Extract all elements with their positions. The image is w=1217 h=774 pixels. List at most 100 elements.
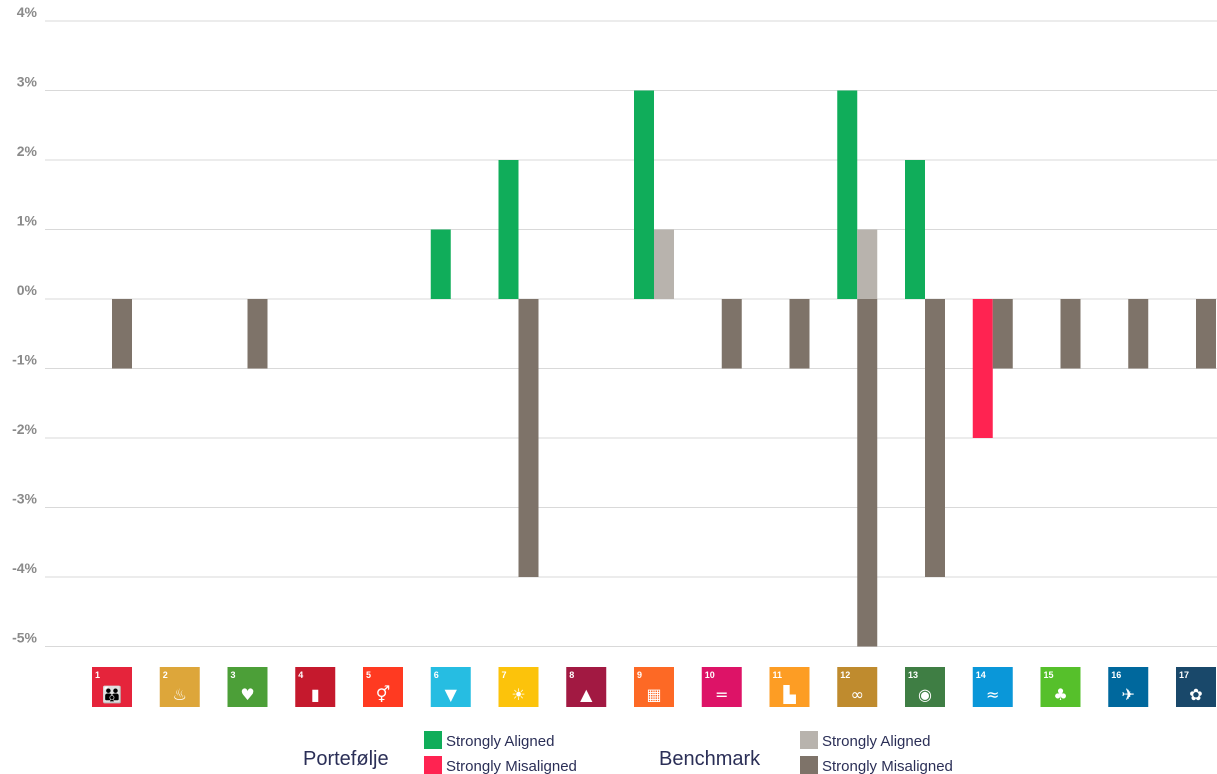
legend-swatch: [800, 756, 818, 774]
sdg-number: 5: [366, 670, 371, 680]
sun-icon: ☀: [511, 685, 525, 704]
benchmark-strongly-misaligned-bar: [925, 299, 945, 577]
sdg-number: 17: [1179, 670, 1189, 680]
sdg-1-tile: 1👪: [92, 667, 132, 707]
legend-label: Strongly Aligned: [446, 733, 554, 750]
portef-lje-strongly-aligned-bar: [498, 160, 519, 299]
sdg-number: 7: [502, 670, 507, 680]
sdg-15-tile: 15 ♣: [1040, 667, 1081, 707]
x-axis-sdg-icons: 1👪2♨3♥4▮5⚥6▼7☀8▲9▦10=11▙12∞13◉14≈15♣16✈1…: [92, 667, 1216, 707]
eye-icon: ◉: [918, 685, 932, 704]
y-tick-label: -2%: [12, 421, 37, 437]
y-tick-label: -3%: [12, 491, 37, 507]
sdg-number: 8: [569, 670, 574, 680]
benchmark-strongly-misaligned-bar: [789, 299, 810, 369]
sdg-6-tile: 6▼: [430, 667, 471, 707]
legend-label: Strongly Misaligned: [446, 758, 577, 774]
legend-swatch: [800, 731, 818, 749]
y-tick-label: -5%: [12, 630, 37, 646]
fish-icon: ≈: [986, 685, 999, 704]
sdg-13-tile: 13◉: [905, 667, 945, 707]
legend-swatch: [424, 731, 442, 749]
sdg-8-tile: 8▲: [566, 667, 607, 707]
benchmark-strongly-misaligned-bar: [247, 299, 268, 369]
benchmark-strongly-misaligned-bar: [721, 299, 742, 369]
benchmark-strongly-misaligned-bar: [1196, 299, 1216, 369]
water-drop-icon: ▼: [445, 685, 458, 704]
sdg-number: 2: [163, 670, 168, 680]
sdg-number: 9: [637, 670, 642, 680]
y-tick-label: -4%: [12, 560, 37, 576]
sdg-number: 15: [1044, 670, 1054, 680]
heartbeat-icon: ♥: [240, 685, 254, 704]
growth-chart-icon: ▲: [580, 685, 593, 704]
bars: [112, 90, 1216, 647]
legend-group-title: Benchmark: [659, 748, 761, 770]
sdg-tile-background: [1040, 667, 1081, 707]
benchmark-strongly-misaligned-bar: [112, 299, 132, 369]
benchmark-strongly-aligned-bar: [857, 229, 878, 299]
book-icon: ▮: [311, 685, 320, 704]
sdg-tile-background: [227, 667, 268, 707]
sdg-tile-background: [769, 667, 810, 707]
sdg-tile-background: [498, 667, 539, 707]
benchmark-strongly-aligned-bar: [654, 229, 674, 299]
sdg-number: 14: [976, 670, 986, 680]
benchmark-strongly-misaligned-bar: [992, 299, 1013, 369]
y-tick-label: 1%: [17, 213, 38, 229]
portef-lje-strongly-aligned-bar: [837, 90, 858, 299]
tree-icon: ♣: [1053, 685, 1067, 704]
sdg-tile-background: [566, 667, 607, 707]
sdg-tile-background: [701, 667, 742, 707]
sdg-2-tile: 2♨: [159, 667, 200, 707]
gender-icon: ⚥: [376, 685, 390, 704]
sdg-number: 16: [1111, 670, 1121, 680]
sdg-tile-background: [972, 667, 1013, 707]
flower-icon: ✿: [1189, 685, 1202, 704]
y-tick-label: 3%: [17, 74, 38, 90]
sdg-number: 11: [773, 670, 783, 680]
sdg-5-tile: 5⚥: [363, 667, 403, 707]
sdg-tile-background: [159, 667, 200, 707]
y-tick-label: -1%: [12, 352, 37, 368]
sdg-number: 4: [298, 670, 303, 680]
city-icon: ▙: [782, 685, 796, 704]
benchmark-strongly-misaligned-bar: [1060, 299, 1081, 369]
people-icon: 👪: [102, 685, 122, 704]
sdg-11-tile: 11 ▙: [769, 667, 810, 707]
sdg-number: 10: [705, 670, 715, 680]
sdg-12-tile: 12∞: [837, 667, 878, 707]
benchmark-strongly-misaligned-bar: [518, 299, 539, 577]
benchmark-strongly-misaligned-bar: [857, 299, 878, 647]
sdg-number: 13: [908, 670, 918, 680]
sdg-tile-background: [837, 667, 878, 707]
sdg-tile-background: [905, 667, 945, 707]
legend-group-title: Portefølje: [303, 748, 389, 770]
infinity-icon: ∞: [851, 685, 864, 704]
equal-icon: =: [715, 685, 728, 704]
portef-lje-strongly-aligned-bar: [634, 90, 654, 299]
portef-lje-strongly-misaligned-bar: [972, 299, 993, 438]
bowl-icon: ♨: [173, 685, 187, 704]
y-axis-ticks: 4% 3% 2% 1% 0% -1% -2% -3% -4% -5%: [12, 4, 37, 646]
sdg-9-tile: 9▦: [634, 667, 674, 707]
sdg-tile-background: [634, 667, 674, 707]
sdg-14-tile: 14≈: [972, 667, 1013, 707]
sdg-number: 12: [840, 670, 850, 680]
y-tick-label: 2%: [17, 143, 38, 159]
benchmark-strongly-misaligned-bar: [1128, 299, 1149, 369]
sdg-3-tile: 3♥: [227, 667, 268, 707]
sdg-number: 3: [231, 670, 236, 680]
legend-label: Strongly Aligned: [822, 733, 930, 750]
legend-swatch: [424, 756, 442, 774]
sdg-tile-background: [1176, 667, 1216, 707]
sdg-tile-background: [295, 667, 336, 707]
sdg-7-tile: 7☀: [498, 667, 539, 707]
cubes-icon: ▦: [646, 685, 661, 704]
sdg-number: 1: [95, 670, 100, 680]
gridlines: [45, 20, 1217, 647]
sdg-10-tile: 10=: [701, 667, 742, 707]
portef-lje-strongly-aligned-bar: [430, 229, 451, 299]
legend: Portefølje Strongly Aligned Strongly Misal…: [303, 731, 953, 774]
